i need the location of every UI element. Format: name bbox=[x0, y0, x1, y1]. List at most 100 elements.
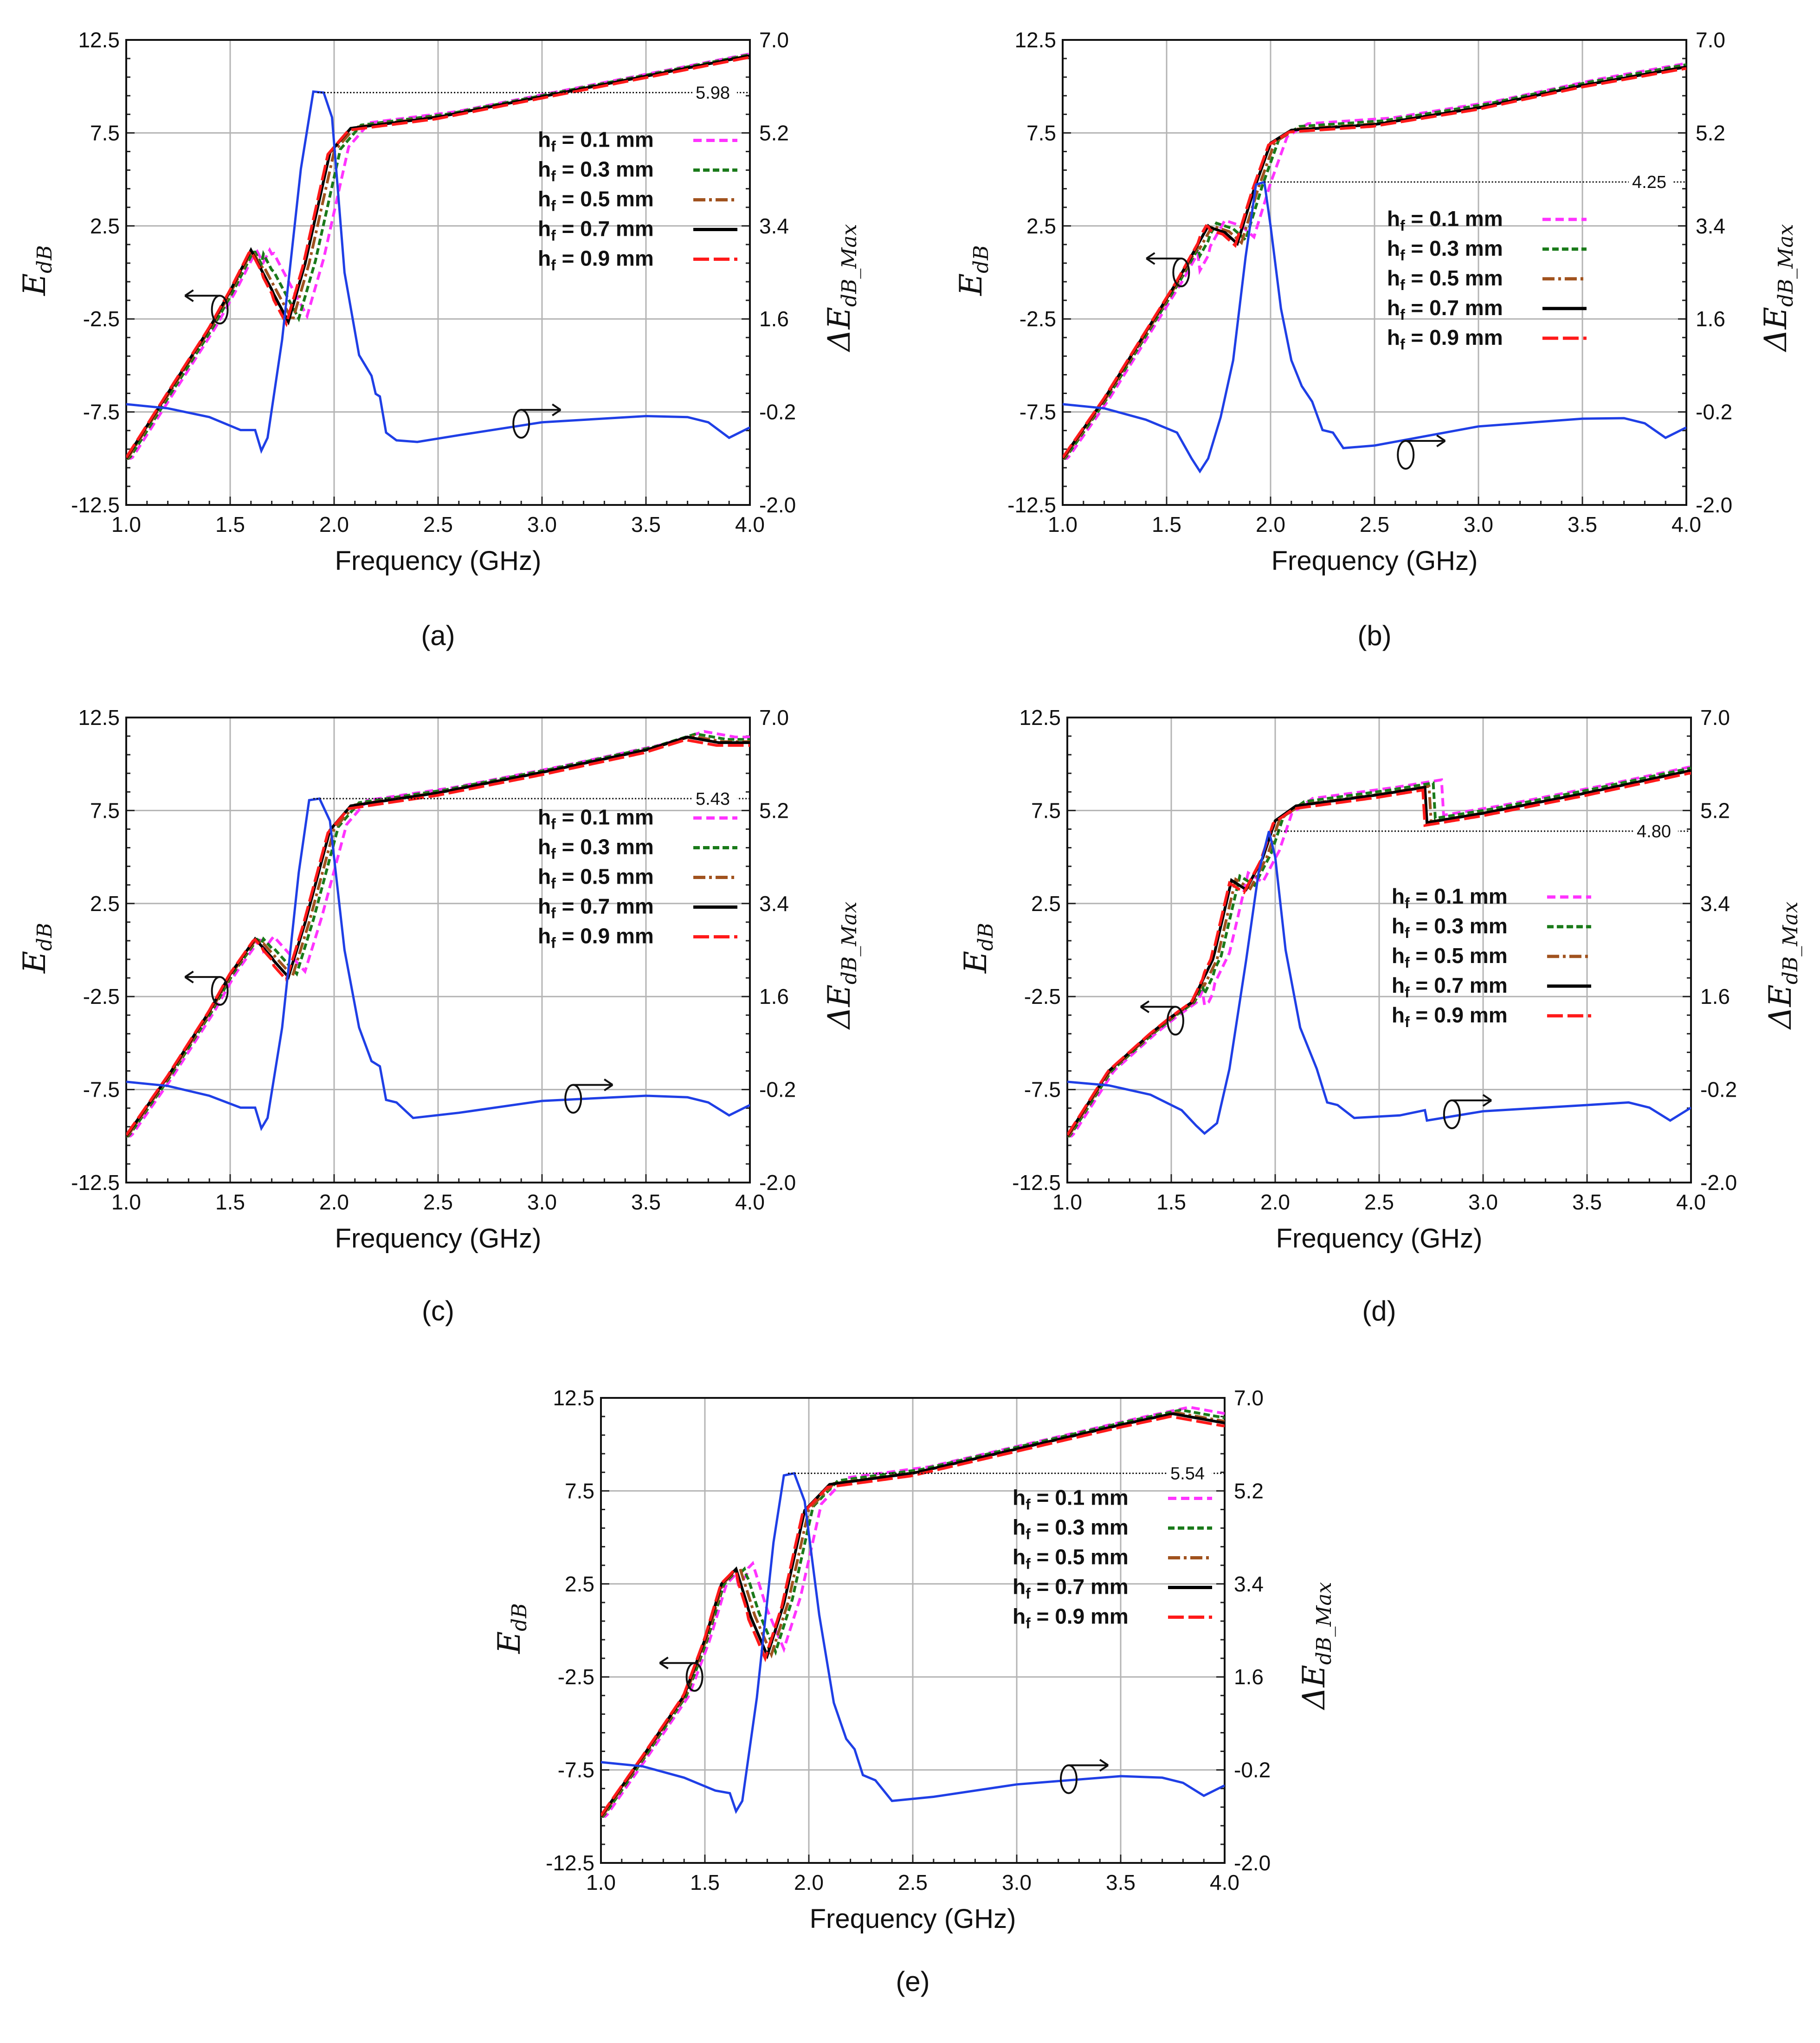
svg-text:ΔEdB_Max: ΔEdB_Max bbox=[1296, 1582, 1336, 1711]
max-delta-label: 5.98 bbox=[696, 84, 730, 103]
y-left-tick-label: -2.5 bbox=[1020, 307, 1056, 331]
legend-label-hf-1: hf = 0.3 mm bbox=[1392, 914, 1508, 941]
x-axis-label: Frequency (GHz) bbox=[1271, 546, 1478, 576]
y-left-tick-label: 12.5 bbox=[553, 1386, 594, 1410]
y-left-axis-label: EdB bbox=[17, 923, 57, 974]
y-right-tick-label: -0.2 bbox=[1234, 1758, 1271, 1782]
x-tick-label: 3.0 bbox=[527, 1190, 557, 1214]
svg-text:EdB: EdB bbox=[953, 245, 993, 296]
svg-text:ΔEdB_Max: ΔEdB_Max bbox=[1762, 901, 1802, 1030]
y-right-tick-label: 7.0 bbox=[759, 28, 789, 52]
y-right-tick-label: -0.2 bbox=[1696, 400, 1732, 424]
x-tick-label: 4.0 bbox=[735, 512, 765, 537]
legend-label-hf-1: hf = 0.3 mm bbox=[1013, 1515, 1129, 1542]
plot-area bbox=[126, 52, 750, 460]
y-right-axis-label: ΔEdB_Max bbox=[1762, 901, 1802, 1030]
x-tick-label: 1.0 bbox=[1048, 512, 1078, 537]
x-tick-label: 2.0 bbox=[794, 1870, 824, 1894]
legend-label-hf-2: hf = 0.5 mm bbox=[538, 864, 654, 892]
y-right-axis-label: ΔEdB_Max bbox=[821, 224, 861, 353]
series-line-hf-4 bbox=[126, 738, 750, 1136]
y-left-tick-label: -12.5 bbox=[71, 1170, 120, 1195]
panel-label-d: (d) bbox=[1362, 1295, 1396, 1326]
legend-label-hf-1: hf = 0.3 mm bbox=[538, 157, 654, 184]
legend-label-hf-3: hf = 0.7 mm bbox=[538, 216, 654, 244]
max-delta-label-bg bbox=[692, 82, 737, 103]
y-left-axis-label: EdB bbox=[17, 245, 57, 296]
y-left-tick-label: -12.5 bbox=[71, 493, 120, 517]
y-left-tick-label: 7.5 bbox=[90, 798, 120, 822]
max-delta-label-bg bbox=[1629, 172, 1673, 193]
y-left-tick-label: 12.5 bbox=[1014, 28, 1056, 52]
x-tick-label: 3.5 bbox=[1568, 512, 1597, 537]
x-tick-label: 3.0 bbox=[1002, 1870, 1032, 1894]
y-left-tick-label: 7.5 bbox=[565, 1479, 594, 1503]
plot-frame bbox=[1062, 39, 1687, 506]
x-tick-label: 3.5 bbox=[631, 512, 661, 537]
x-tick-label: 3.0 bbox=[1468, 1190, 1498, 1214]
right-axis-marker-ellipse bbox=[1397, 440, 1415, 470]
legend-label-hf-1: hf = 0.3 mm bbox=[1387, 236, 1503, 264]
x-tick-label: 3.5 bbox=[1106, 1870, 1136, 1894]
chart-panel-d: 1.0 1.5 2.0 2.5 3.0 3.5 4.0 -12.5 -7.5 -2.5 2.5 7.5… bbox=[958, 705, 1802, 1326]
svg-text:EdB: EdB bbox=[17, 923, 57, 974]
x-tick-label: 1.5 bbox=[690, 1870, 720, 1894]
y-right-tick-label: 5.2 bbox=[1696, 121, 1725, 145]
y-right-tick-label: 3.4 bbox=[1696, 214, 1725, 238]
delta-series-line bbox=[601, 1472, 1225, 1814]
y-left-tick-label: -7.5 bbox=[558, 1758, 594, 1782]
chart-panel-e: 1.0 1.5 2.0 2.5 3.0 3.5 4.0 -12.5 -7.5 -2.5 2.5 7.5… bbox=[491, 1386, 1336, 1997]
left-axis-arrow-icon bbox=[184, 289, 220, 302]
y-right-tick-label: 7.0 bbox=[1700, 705, 1730, 730]
x-axis-label: Frequency (GHz) bbox=[810, 1904, 1016, 1934]
legend-label-hf-3: hf = 0.7 mm bbox=[1013, 1574, 1129, 1602]
max-delta-label-bg bbox=[1167, 1463, 1212, 1484]
series-line-hf-4 bbox=[601, 1415, 1225, 1817]
plot-frame bbox=[125, 717, 751, 1183]
y-right-tick-label: 5.2 bbox=[759, 121, 789, 145]
y-right-tick-label: -0.2 bbox=[759, 1078, 796, 1102]
svg-text:ΔEdB_Max: ΔEdB_Max bbox=[821, 901, 861, 1030]
plot-area bbox=[1067, 765, 1691, 1138]
plot-frame bbox=[125, 39, 751, 506]
y-right-tick-label: -0.2 bbox=[759, 400, 796, 424]
x-tick-label: 2.0 bbox=[319, 512, 349, 537]
legend-label-hf-2: hf = 0.5 mm bbox=[1387, 266, 1503, 293]
x-tick-label: 2.0 bbox=[1260, 1190, 1290, 1214]
legend-label-hf-0: hf = 0.1 mm bbox=[538, 805, 654, 832]
x-tick-label: 1.5 bbox=[1152, 512, 1181, 537]
y-left-tick-label: -2.5 bbox=[558, 1665, 594, 1689]
chart-panel-b: 1.0 1.5 2.0 2.5 3.0 3.5 4.0 -12.5 -7.5 -2.5 2.5 7.5… bbox=[953, 28, 1798, 651]
y-right-tick-label: -2.0 bbox=[1234, 1851, 1271, 1875]
legend-label-hf-2: hf = 0.5 mm bbox=[538, 187, 654, 214]
chart-panel-c: 1.0 1.5 2.0 2.5 3.0 3.5 4.0 -12.5 -7.5 -2.5 2.5 7.5… bbox=[17, 705, 861, 1326]
delta-series-line bbox=[1067, 831, 1691, 1135]
y-left-tick-label: -12.5 bbox=[546, 1851, 594, 1875]
legend-label-hf-2: hf = 0.5 mm bbox=[1392, 944, 1508, 971]
y-left-tick-label: 12.5 bbox=[1019, 705, 1061, 730]
y-right-tick-label: 5.2 bbox=[1700, 798, 1730, 822]
y-right-tick-label: -2.0 bbox=[759, 493, 796, 517]
svg-text:EdB: EdB bbox=[491, 1603, 531, 1654]
legend-label-hf-4: hf = 0.9 mm bbox=[538, 246, 654, 273]
y-left-tick-label: -12.5 bbox=[1012, 1170, 1061, 1195]
y-right-tick-label: 1.6 bbox=[759, 307, 789, 331]
y-left-tick-label: 2.5 bbox=[1031, 892, 1061, 916]
legend-label-hf-3: hf = 0.7 mm bbox=[1387, 296, 1503, 323]
y-left-tick-label: 2.5 bbox=[565, 1572, 594, 1596]
legend-label-hf-4: hf = 0.9 mm bbox=[1392, 1003, 1508, 1030]
y-right-tick-label: 1.6 bbox=[1696, 307, 1725, 331]
x-tick-label: 2.5 bbox=[423, 512, 453, 537]
x-tick-label: 4.0 bbox=[1672, 512, 1701, 537]
y-right-tick-label: 3.4 bbox=[759, 214, 789, 238]
y-left-axis-label: EdB bbox=[958, 923, 998, 974]
max-delta-label: 5.43 bbox=[696, 789, 730, 809]
x-tick-label: 3.5 bbox=[631, 1190, 661, 1214]
x-tick-label: 3.5 bbox=[1572, 1190, 1602, 1214]
legend-label-hf-4: hf = 0.9 mm bbox=[1013, 1604, 1129, 1631]
right-axis-arrow-icon bbox=[1452, 1094, 1492, 1107]
x-axis-label: Frequency (GHz) bbox=[335, 546, 542, 576]
y-left-tick-label: -7.5 bbox=[1020, 400, 1056, 424]
legend-label-hf-4: hf = 0.9 mm bbox=[1387, 325, 1503, 353]
series-line-hf-0 bbox=[1067, 765, 1691, 1138]
